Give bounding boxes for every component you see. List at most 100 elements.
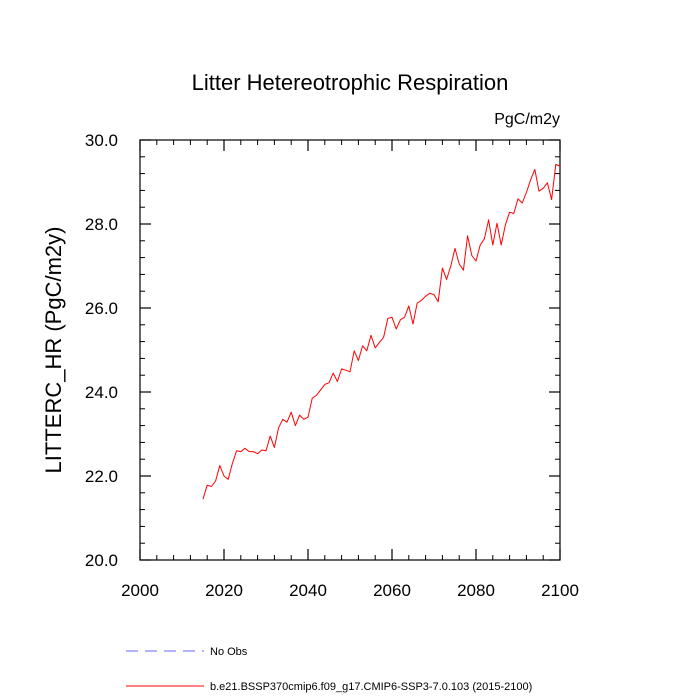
data-point [433,294,434,295]
chart-title: Litter Hetereotrophic Respiration [192,70,509,95]
data-point [484,238,485,239]
x-tick-label: 2040 [289,581,327,600]
data-point [412,323,413,324]
data-point [375,347,376,348]
data-point [530,179,531,180]
data-point [316,395,317,396]
data-point [215,480,216,481]
x-tick-label: 2060 [373,581,411,600]
data-point [278,427,279,428]
data-point [265,450,266,451]
data-point [522,202,523,203]
data-point [354,350,355,351]
data-point [320,389,321,390]
series-line-ssp370 [202,163,561,500]
data-point [282,419,283,420]
plot-frame [139,139,561,561]
data-point [475,260,476,261]
minor-ticks [140,140,560,560]
data-point [223,475,224,476]
data-point [555,164,556,165]
data-point [446,279,447,280]
x-tick-label: 2100 [541,581,579,600]
x-tick-label: 2080 [457,581,495,600]
data-point [551,199,552,200]
data-point [219,465,220,466]
y-tick-label: 20.0 [85,551,118,570]
legend: No Obs b.e21.BSSP370cmip6.f09_g17.CMIP6-… [126,646,532,693]
data-point [559,165,560,166]
data-point [467,235,468,236]
data-point [538,191,539,192]
data-point [253,451,254,452]
data-point [488,219,489,220]
data-point [496,223,497,224]
data-point [312,398,313,399]
data-point [513,213,514,214]
data-point [366,350,367,351]
data-point [509,212,510,213]
major-ticks [139,139,561,561]
data-point [517,198,518,199]
data-point [291,412,292,413]
data-point [454,248,455,249]
data-point [211,486,212,487]
data-point [417,302,418,303]
data-point [408,305,409,306]
data-point [345,370,346,371]
data-point [387,318,388,319]
y-tick-label: 26.0 [85,299,118,318]
data-point [358,360,359,361]
data-point [307,417,308,418]
data-point [328,382,329,383]
data-point [547,182,548,183]
data-point [240,451,241,452]
data-point [286,422,287,423]
data-point [505,224,506,225]
data-point [391,317,392,318]
data-point [463,270,464,271]
data-point [543,188,544,189]
data-point [442,268,443,269]
data-point [228,479,229,480]
data-point [396,328,397,329]
x-tick-labels: 2000 2020 2040 2060 2080 2100 [121,581,579,600]
data-point [299,415,300,416]
data-point [244,448,245,449]
data-point [362,345,363,346]
data-point [404,317,405,318]
data-point [249,451,250,452]
data-point [274,447,275,448]
y-axis-label: LITTERC_HR (PgC/m2y) [41,227,66,474]
data-point [202,499,203,500]
data-point [324,384,325,385]
x-tick-label: 2000 [121,581,159,600]
data-point [337,381,338,382]
data-point [232,463,233,464]
data-point [236,450,237,451]
y-tick-label: 28.0 [85,215,118,234]
legend-label-ssp370: b.e21.BSSP370cmip6.f09_g17.CMIP6-SSP3-7.… [210,681,532,693]
data-point [429,293,430,294]
data-point [207,485,208,486]
data-points [202,164,560,500]
data-point [333,373,334,374]
data-point [421,300,422,301]
data-point [379,342,380,343]
data-point [526,192,527,193]
data-point [492,244,493,245]
y-tick-label: 30.0 [85,131,118,150]
data-point [459,263,460,264]
y-tick-labels: 20.0 22.0 24.0 26.0 28.0 30.0 [85,131,118,570]
y-tick-label: 22.0 [85,467,118,486]
data-point [480,244,481,245]
legend-label-no-obs: No Obs [210,646,248,658]
data-point [501,244,502,245]
x-tick-label: 2020 [205,581,243,600]
data-point [383,337,384,338]
data-point [257,453,258,454]
data-point [270,436,271,437]
data-point [450,265,451,266]
data-point [295,425,296,426]
